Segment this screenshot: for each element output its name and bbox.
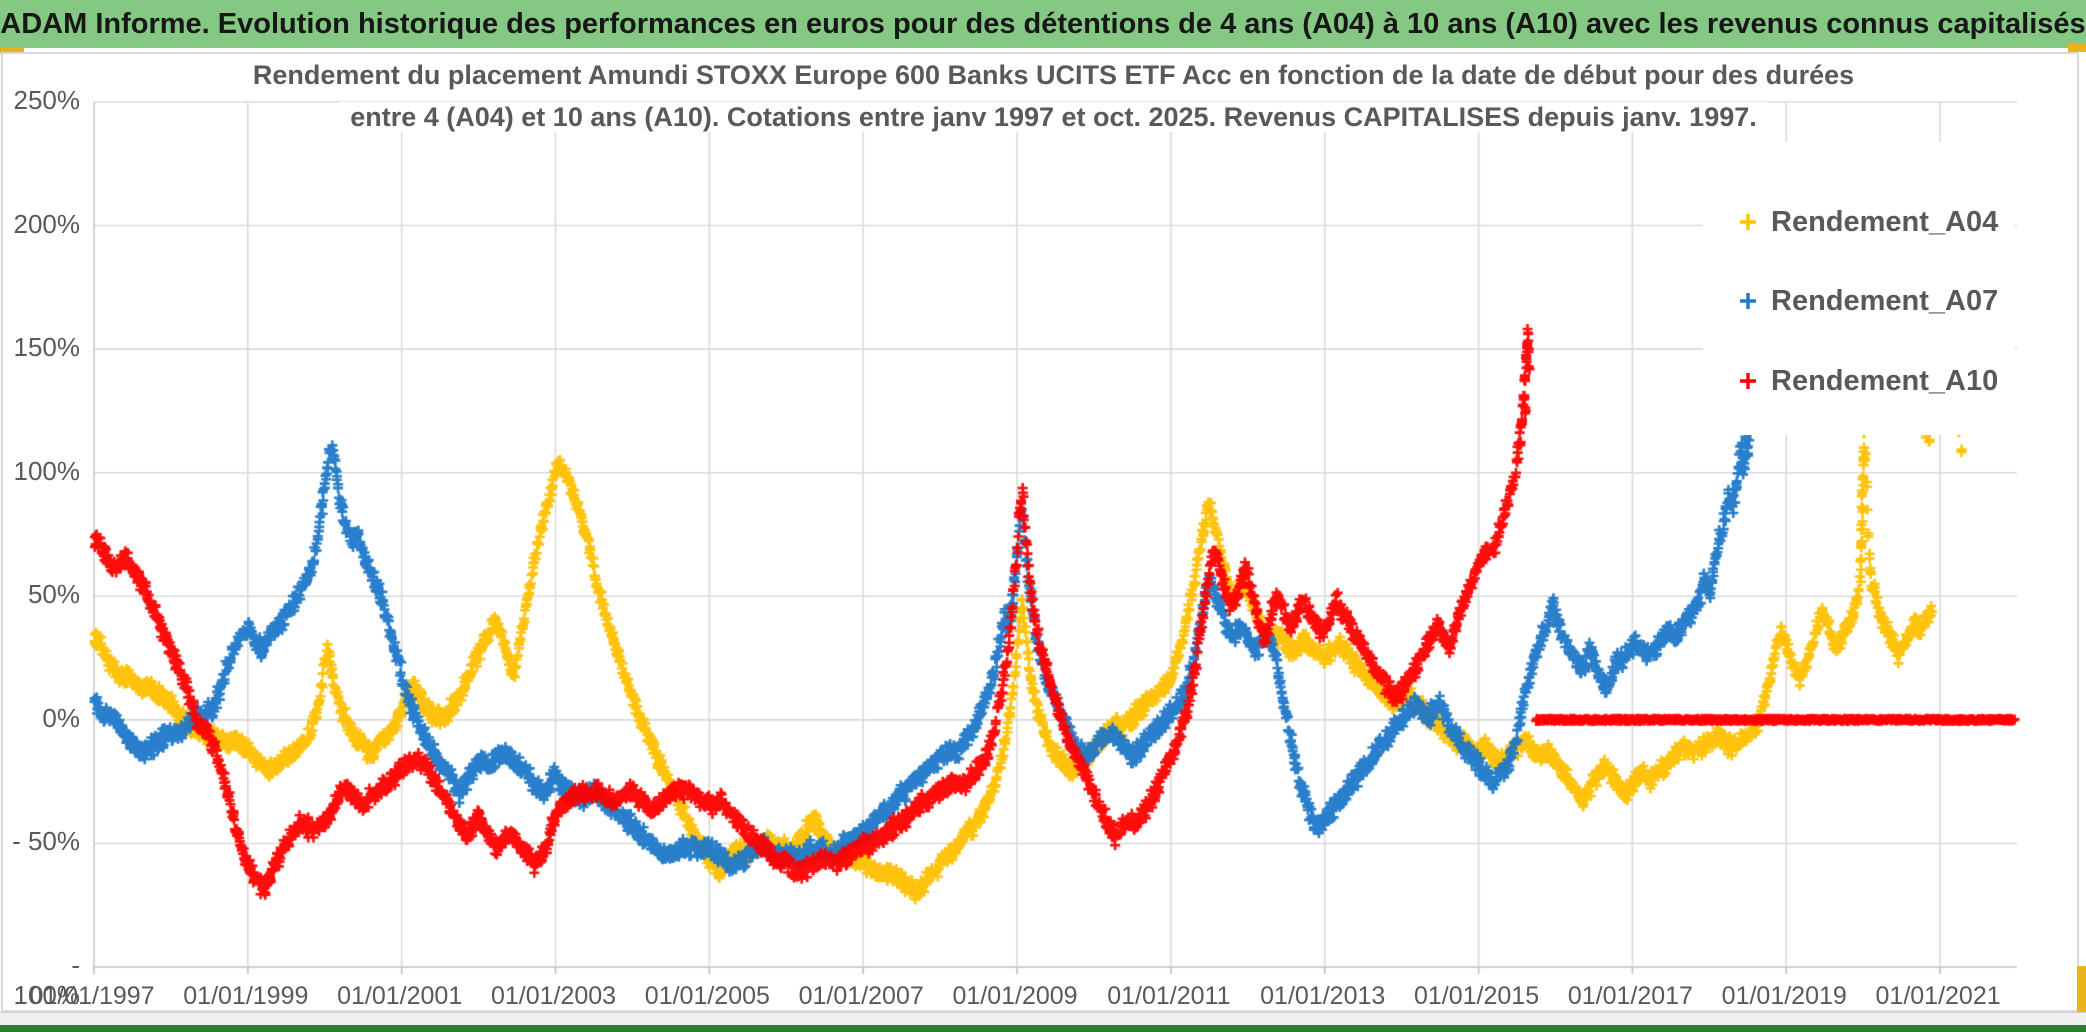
selection-handle-bottom-right-v (2077, 966, 2086, 1021)
x-tick-label: 01/01/2009 (952, 982, 1078, 1010)
legend-label: Rendement_A10 (1771, 364, 1999, 397)
y-tick-label: - 50% (12, 826, 80, 857)
sheet-bottom-bar (0, 1025, 2086, 1032)
legend-item-rendement_a10[interactable]: Rendement_A10 (1739, 361, 1998, 401)
x-tick-label: 01/01/1999 (183, 982, 309, 1010)
y-tick-label: 100% (13, 455, 81, 486)
legend-item-rendement_a04[interactable]: Rendement_A04 (1739, 202, 1998, 242)
legend-item-rendement_a07[interactable]: Rendement_A07 (1739, 281, 1998, 321)
x-tick-label: 01/01/2007 (798, 982, 924, 1010)
y-tick-label: 150% (13, 332, 81, 363)
x-tick-label: 01/01/2017 (1567, 982, 1693, 1010)
x-tick-label: 01/01/2003 (490, 982, 617, 1010)
y-tick-label: - 100% (13, 950, 81, 1010)
x-tick-label: 01/01/2011 (1107, 982, 1231, 1010)
x-tick-label: 01/01/2001 (337, 982, 463, 1010)
x-tick-label: 01/01/1997 (29, 982, 155, 1010)
y-tick-label: 250% (13, 85, 81, 115)
legend-label: Rendement_A04 (1771, 205, 1999, 238)
y-tick-label: 200% (13, 208, 81, 239)
x-tick-label: 01/01/2013 (1260, 982, 1386, 1010)
x-tick-label: 01/01/2015 (1413, 982, 1540, 1010)
plus-marker-icon (1740, 373, 1756, 389)
plus-marker-icon (1740, 214, 1756, 230)
x-tick-label: 01/01/2021 (1875, 982, 2001, 1010)
chart-legend[interactable]: Rendement_A04 Rendement_A07 Rendement_A10 (1703, 142, 2015, 435)
legend-label: Rendement_A07 (1771, 284, 1999, 317)
x-tick-label: 01/01/2019 (1721, 982, 1847, 1010)
y-tick-label: 0% (42, 702, 80, 733)
sheet-bottom-strip (0, 1012, 2086, 1025)
y-tick-label: 50% (27, 579, 80, 610)
plus-marker-icon (1740, 293, 1756, 309)
x-tick-label: 01/01/2005 (644, 982, 770, 1010)
